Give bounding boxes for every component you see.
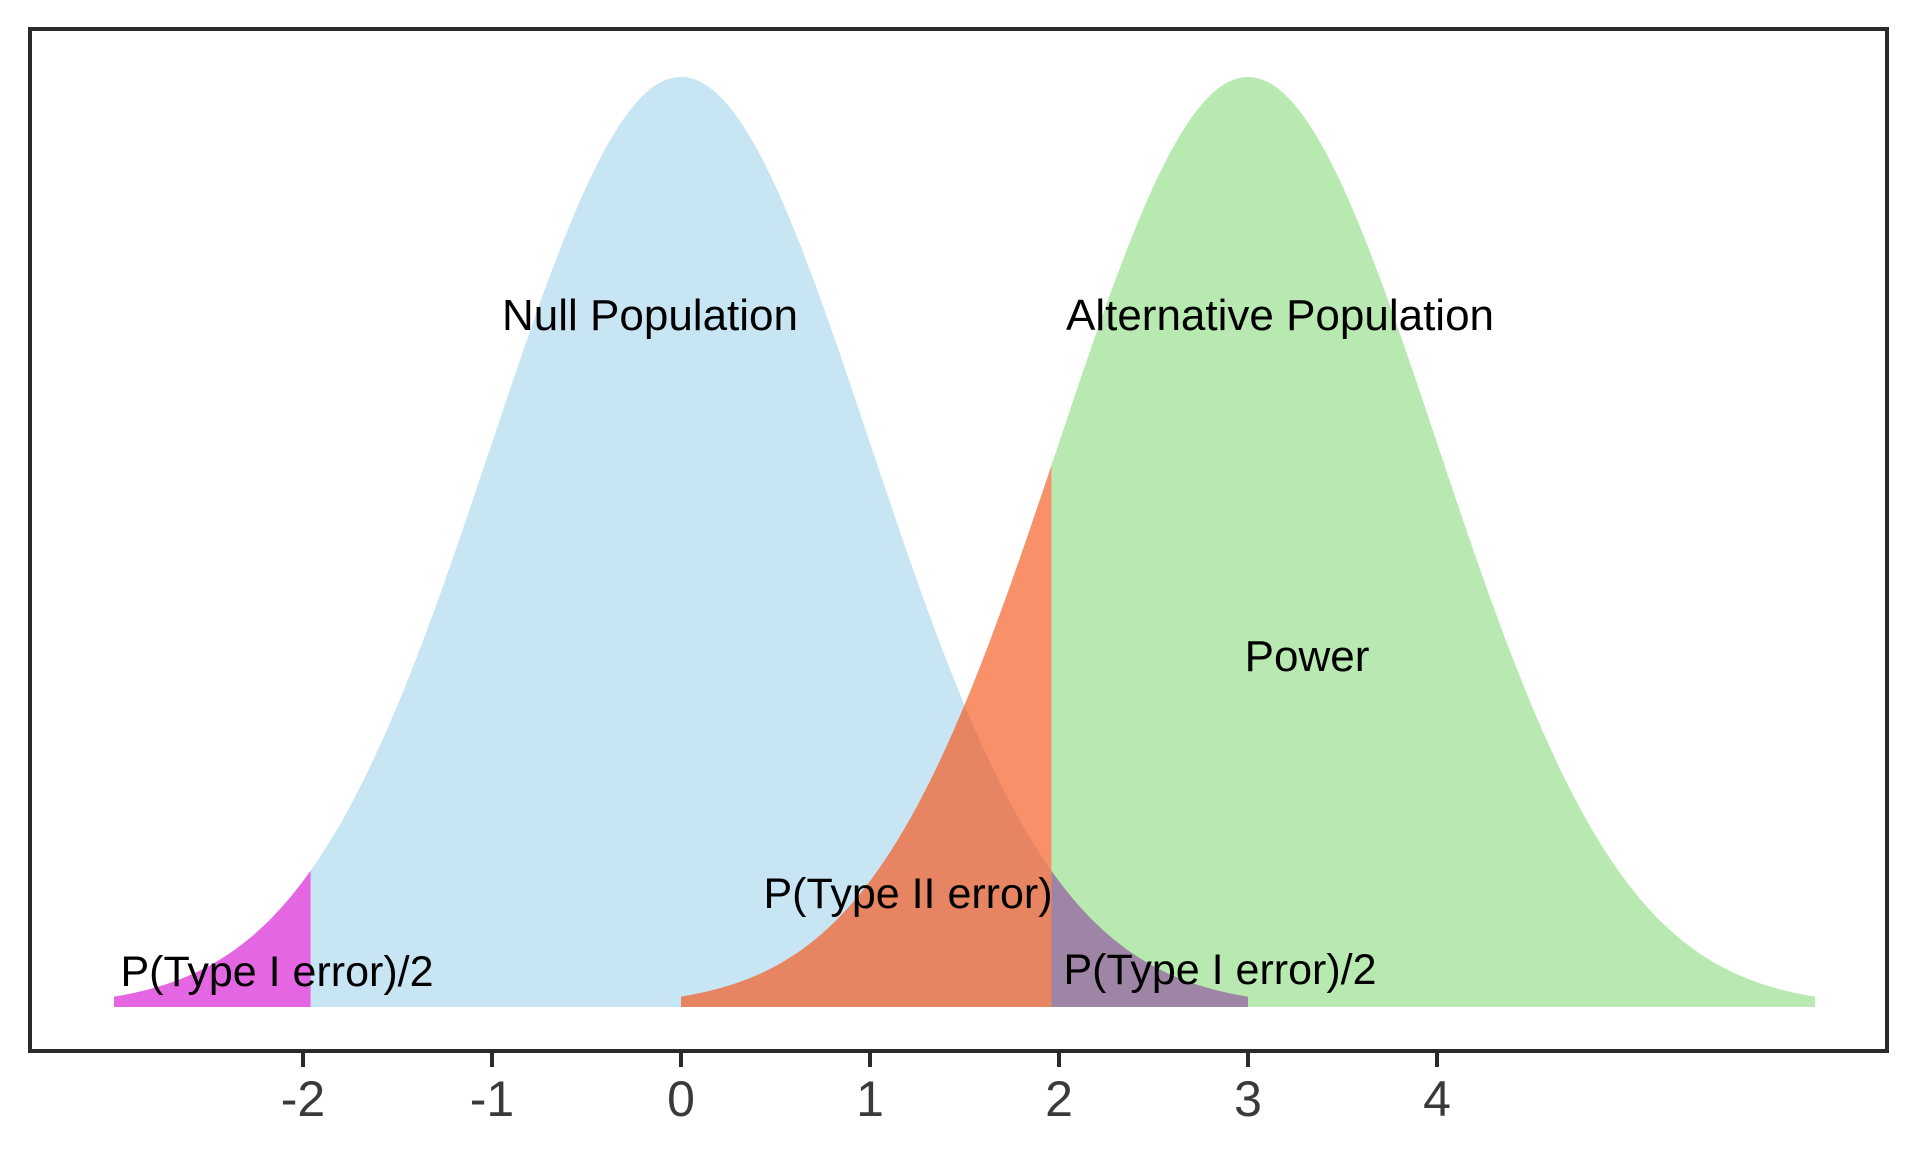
- label-null-population: Null Population: [502, 291, 798, 340]
- label-power: Power: [1245, 632, 1370, 681]
- annotation-labels: Null Population Alternative Population Pow…: [120, 291, 1494, 996]
- x-tick-label--1: -1: [470, 1071, 514, 1127]
- panel-border: [28, 27, 1889, 1053]
- x-axis-ticks: -2 -1 0 1 2 3 4: [281, 1053, 1451, 1127]
- region-type1-error-right: [1051, 870, 1248, 1007]
- label-type-i-error-left: P(Type I error)/2: [120, 948, 433, 996]
- label-type-i-error-right: P(Type I error)/2: [1063, 946, 1376, 994]
- x-tick-label-3: 3: [1234, 1071, 1262, 1127]
- density-regions: [114, 77, 1815, 1007]
- region-type2-error-overlap: [681, 705, 1052, 1007]
- x-tick-label-1: 1: [856, 1071, 884, 1127]
- label-alternative-population: Alternative Population: [1066, 291, 1494, 340]
- x-tick-label-2: 2: [1045, 1071, 1073, 1127]
- x-tick-label-4: 4: [1423, 1071, 1451, 1127]
- region-type1-error-left: [114, 870, 311, 1007]
- x-tick-label--2: -2: [281, 1071, 325, 1127]
- label-type-ii-error: P(Type II error): [763, 870, 1052, 918]
- x-tick-label-0: 0: [667, 1071, 695, 1127]
